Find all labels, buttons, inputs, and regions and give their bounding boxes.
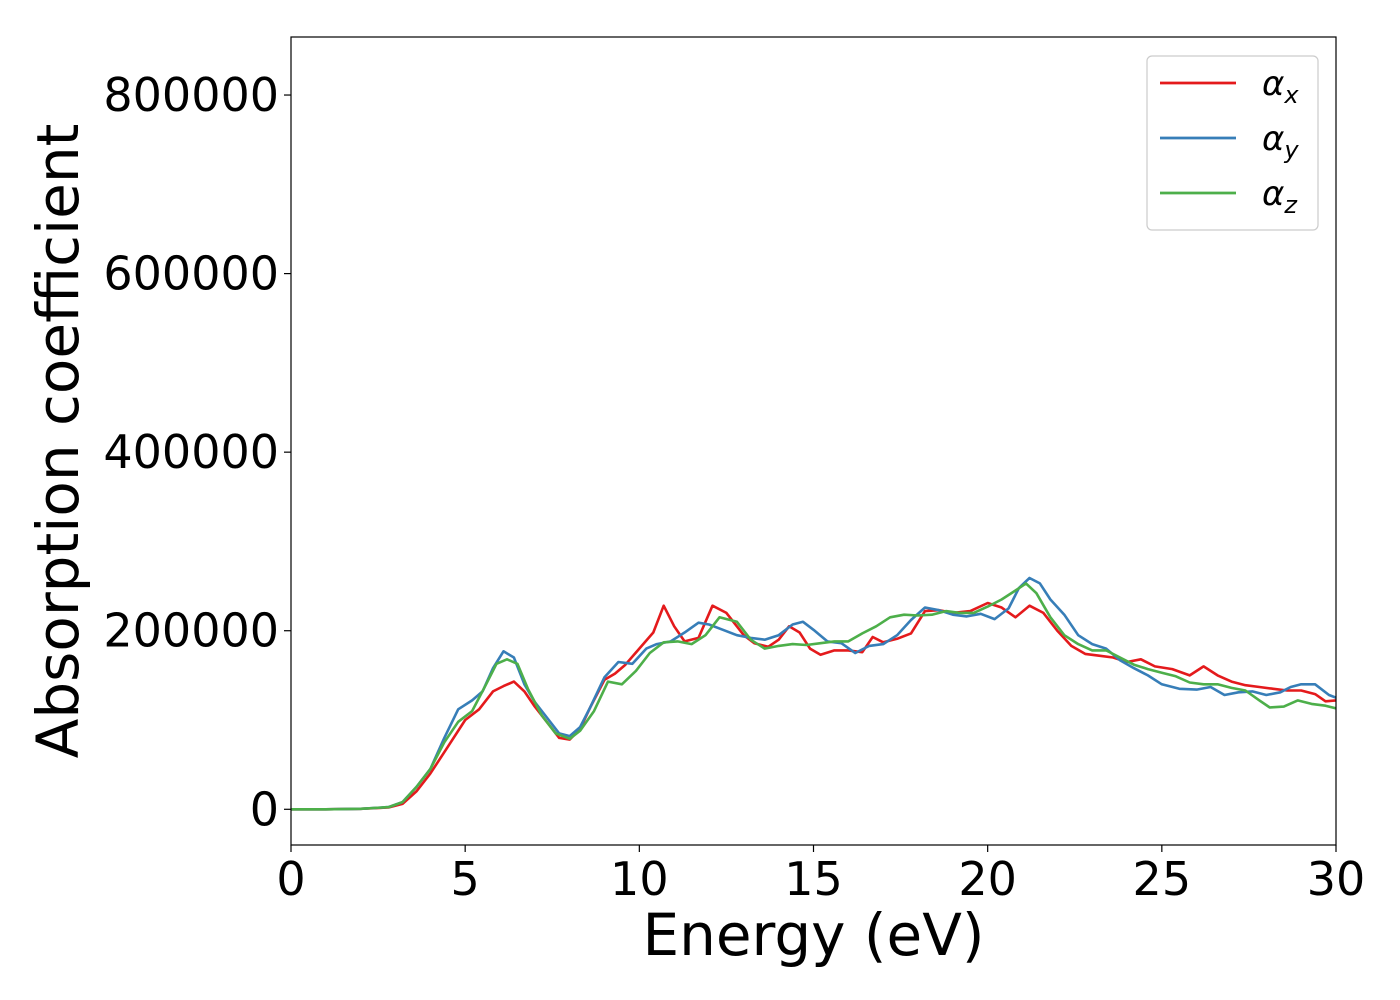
legend-label-y: αy: [1262, 119, 1299, 164]
y-tick-label: 400000: [103, 425, 279, 479]
y-tick-label: 600000: [103, 247, 279, 301]
series-line-z: [291, 582, 1336, 811]
series-line-x: [291, 601, 1336, 811]
x-tick-label: 15: [784, 852, 843, 906]
legend-label-x: αx: [1262, 64, 1299, 109]
y-tick-label: 0: [250, 782, 279, 836]
x-tick-label: 10: [610, 852, 669, 906]
y-tick-label: 200000: [103, 604, 279, 658]
x-axis-label: Energy (eV): [642, 901, 984, 969]
series-layer: [291, 576, 1336, 811]
x-tick-label: 30: [1307, 852, 1366, 906]
legend-box: [1146, 55, 1319, 231]
x-tick-label: 25: [1133, 852, 1192, 906]
x-tick-label: 0: [276, 852, 305, 906]
y-tick-label: 800000: [103, 68, 279, 122]
y-axis-label: Absorption coefficient: [24, 124, 92, 759]
x-tick-label: 5: [451, 852, 480, 906]
ticks-layer: 0 5 10 15 20 25 30 0 200000 400000 600000 800000: [103, 68, 1365, 906]
x-tick-label: 20: [958, 852, 1017, 906]
